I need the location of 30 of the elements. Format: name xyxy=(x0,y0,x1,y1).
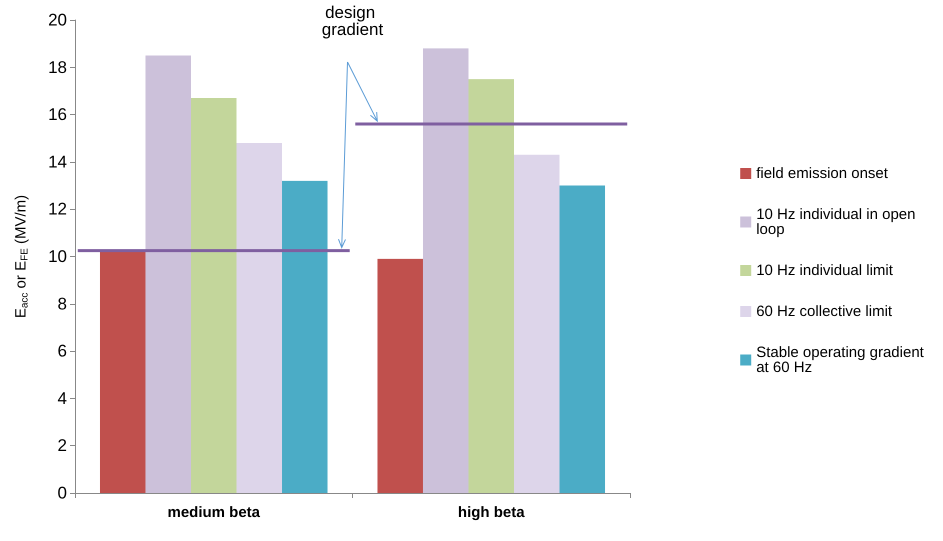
legend-label: 10 Hz individual limit xyxy=(756,262,894,279)
y-tick-label: 4 xyxy=(58,388,67,408)
bar xyxy=(514,154,560,493)
bar xyxy=(145,55,191,493)
bar xyxy=(422,48,468,493)
y-tick-label: 6 xyxy=(58,342,67,361)
y-tick-label: 12 xyxy=(48,200,67,219)
annotation: design gradient xyxy=(322,3,384,39)
bar xyxy=(100,252,146,493)
legend-label: Stable operating gradient at 60 Hz xyxy=(756,344,928,376)
bar xyxy=(377,258,423,493)
y-tick-label: 18 xyxy=(48,58,67,77)
y-tick-label: 8 xyxy=(58,294,67,314)
bar xyxy=(282,180,328,493)
y-tick-label: 0 xyxy=(58,484,67,502)
y-tick-label: 10 xyxy=(48,247,67,266)
legend-label: field emission onset xyxy=(756,165,889,182)
legend-label: 60 Hz collective limit xyxy=(756,303,893,320)
x-tick-label: medium beta xyxy=(167,504,261,521)
x-tick-label: high beta xyxy=(458,504,526,521)
bar xyxy=(190,98,237,493)
bar xyxy=(468,79,514,493)
y-tick-label: 2 xyxy=(58,436,67,456)
legend-label: 10 Hz individual in open loop xyxy=(756,206,920,238)
y-axis-title: Eacc or EFE (MV/m) xyxy=(12,194,30,318)
y-tick-label: 20 xyxy=(48,10,67,30)
bar xyxy=(560,186,606,493)
y-tick-label: 16 xyxy=(48,105,67,124)
y-tick-label: 14 xyxy=(48,152,67,172)
bar xyxy=(236,142,282,493)
